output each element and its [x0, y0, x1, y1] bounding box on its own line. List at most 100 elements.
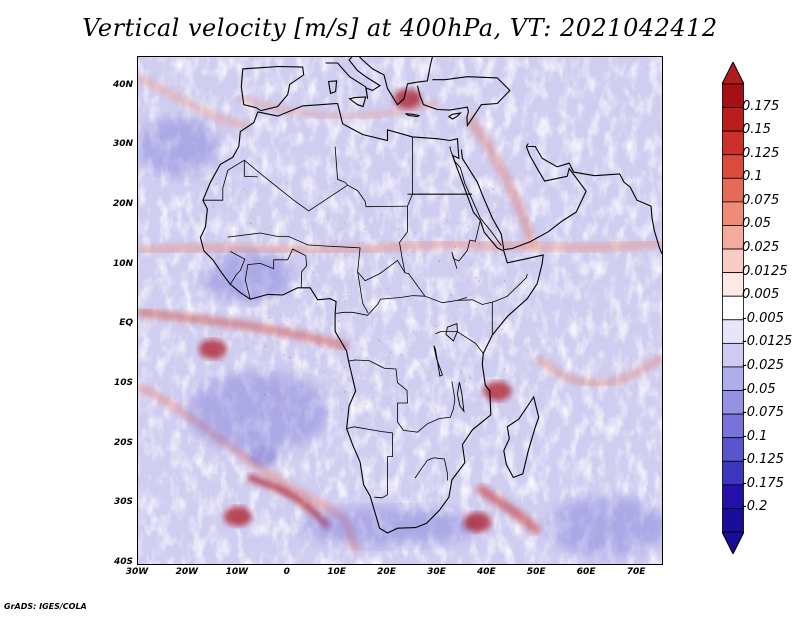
colorbar-level-label: 0.175 [742, 98, 780, 114]
country-border-12 [374, 473, 388, 499]
lon-tick-label: 10E [327, 567, 346, 577]
arabia-coastline [460, 143, 587, 251]
country-border-4 [399, 206, 408, 273]
country-border-1 [334, 146, 348, 186]
colorbar-segment [722, 154, 744, 179]
country-border-9 [435, 331, 484, 354]
map-panel [137, 56, 663, 565]
colorbar-level-label: 0.05 [742, 216, 771, 232]
colorbar-segment [722, 248, 744, 274]
balkans-coastline [358, 57, 433, 106]
country-border-17 [244, 248, 308, 300]
colorbar-segment [722, 437, 744, 462]
colorbar-segment [722, 83, 744, 108]
colorbar-segment [722, 272, 744, 297]
red-sea-coastline [449, 146, 502, 246]
lat-tick-label: 20S [113, 437, 133, 448]
cyprus-coastline [447, 112, 462, 120]
colorbar-bottom-arrow [722, 531, 744, 554]
lat-tick-label: 30N [112, 139, 133, 150]
ascent-band-4 [475, 482, 542, 536]
iran-coastline [527, 145, 662, 255]
madagascar-coastline [503, 395, 540, 479]
country-border-6 [451, 220, 481, 269]
grads-credit: GrADS: IGES/COLA [4, 602, 87, 611]
ascent-band-south-africa [463, 512, 492, 533]
colorbar-level-label: -0.2 [742, 499, 768, 515]
colorbar-level-label: 0.0125 [742, 263, 788, 279]
lat-tick-label: 10N [112, 258, 133, 269]
lon-tick-label: 50E [526, 567, 546, 577]
country-border-7 [457, 273, 528, 305]
colorbar-level-label: -0.0125 [742, 334, 793, 350]
colorbar-segment [722, 508, 744, 533]
ascent-band-7 [236, 93, 440, 121]
subsidence-area-3 [138, 117, 218, 177]
colorbar-level-label: 0.005 [742, 287, 780, 303]
ascent-cell-mediterranean [393, 88, 422, 109]
country-border-16 [357, 271, 369, 314]
lake-outline-2 [456, 382, 465, 413]
convective-speckle [212, 176, 513, 415]
colorbar-segment [722, 201, 744, 226]
country-border-10 [348, 359, 414, 432]
colorbar-level-label: -0.125 [742, 452, 784, 468]
colorbar-segment [722, 390, 744, 415]
subsidence-south-atlantic [248, 446, 277, 467]
lat-tick-label: 30S [113, 497, 133, 508]
colorbar-level-label: -0.005 [742, 310, 784, 326]
ascent-band-5 [535, 353, 662, 388]
subsidence-area-1 [298, 507, 478, 547]
country-border-19 [202, 159, 258, 201]
lake-outline-1 [433, 345, 443, 377]
country-border-18 [229, 251, 246, 285]
lat-tick-label: 20N [112, 199, 133, 210]
crete-coastline [405, 113, 421, 118]
country-border-14 [414, 457, 448, 481]
colorbar-segment [722, 177, 744, 203]
colorbar-segment [722, 225, 744, 250]
colorbar-segment [722, 295, 744, 321]
colorbar-segment [722, 460, 744, 486]
colorbar-level-label: -0.075 [742, 405, 784, 421]
lon-tick-label: 70E [626, 567, 646, 577]
colorbar-segment [722, 342, 744, 368]
lon-tick-label: 20E [377, 567, 396, 577]
colorbar-segment [722, 130, 744, 156]
colorbar-segment [722, 413, 744, 439]
colorbar-segment [722, 107, 744, 132]
country-border-3 [227, 232, 468, 304]
colorbar-top-arrow [722, 62, 744, 85]
country-border-13 [413, 381, 456, 433]
colorbar-level-label: 0.075 [742, 192, 780, 208]
lat-tick-label: EQ [119, 318, 133, 329]
colorbar-level-label: -0.1 [742, 428, 768, 444]
iberia-coastline [240, 65, 305, 112]
ascent-band-south-atlantic [223, 506, 252, 527]
lon-tick-label: 0 [283, 567, 290, 577]
lon-tick-label: 30W [125, 567, 149, 577]
colorbar-segment [722, 366, 744, 391]
country-border-15 [335, 295, 426, 316]
lat-tick-label: 10S [113, 378, 133, 389]
lon-tick-label: 60E [576, 567, 596, 577]
colorbar-level-label: -0.05 [742, 381, 776, 397]
colorbar [722, 62, 744, 554]
subsidence-area-2 [548, 497, 662, 557]
colorbar-level-label: 0.125 [742, 145, 780, 161]
lon-tick-label: 10W [225, 567, 249, 577]
colorbar-level-label: -0.175 [742, 475, 784, 491]
lat-tick-label: 40S [113, 557, 133, 567]
lat-tick-label: 40N [112, 79, 133, 90]
velocity-field [138, 57, 662, 564]
map-title: Vertical velocity [m/s] at 400hPa, VT: 2… [82, 14, 718, 42]
lon-tick-label: 30E [427, 567, 446, 577]
colorbar-level-label: 0.025 [742, 240, 780, 256]
turkey-coastline [416, 76, 511, 128]
colorbar-level-label: 0.1 [742, 169, 763, 185]
colorbar-segment [722, 484, 744, 509]
lake-outline-0 [445, 322, 458, 342]
country-border-0 [244, 159, 472, 212]
ascent-band-6 [138, 73, 249, 131]
lon-tick-label: 20W [175, 567, 199, 577]
